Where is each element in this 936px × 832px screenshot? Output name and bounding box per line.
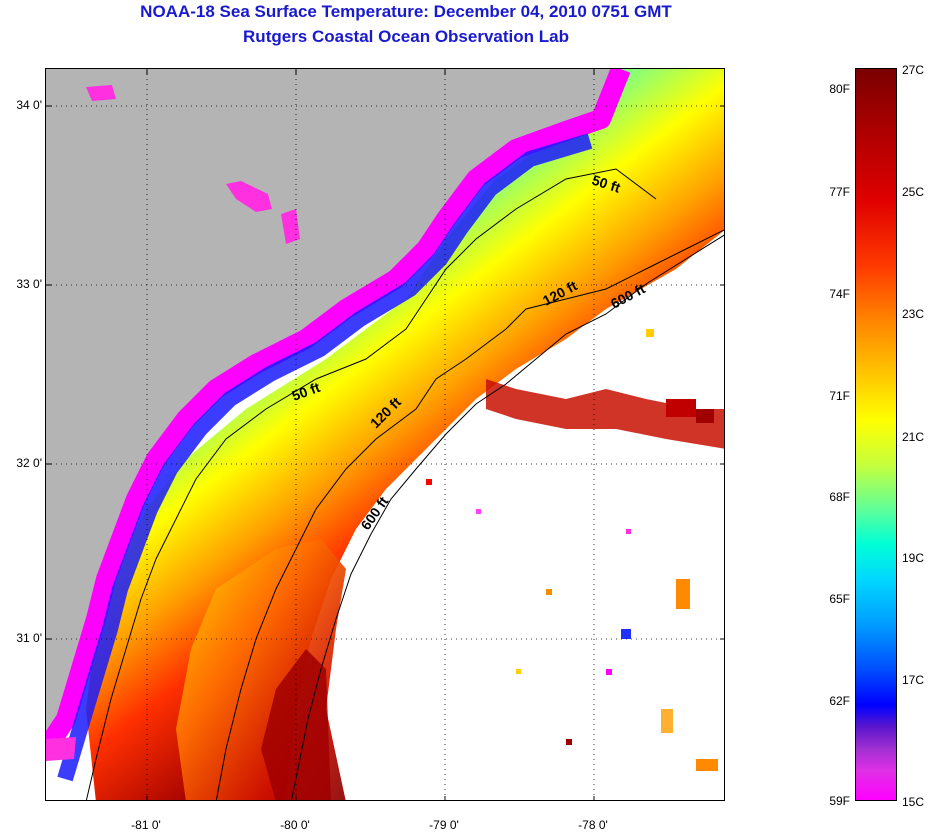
lon-label-78: -78 0': [578, 818, 608, 832]
colorbar-gradient: [855, 68, 897, 801]
colorbar-label-c: 15C: [902, 795, 925, 809]
lon-label-81: -81 0': [131, 818, 161, 832]
land-mass: [46, 69, 621, 749]
lat-label-32: 32 0': [16, 456, 42, 470]
frame-ticks: [46, 69, 724, 800]
contour-120ft: [215, 229, 724, 800]
sst-map-canvas: 50 ft 120 ft 600 ft 50 ft 120 ft 600 ft: [46, 69, 724, 800]
colorbar-label-f: 80F: [829, 82, 850, 96]
inland-lake: [281, 209, 300, 244]
colorbar-label-f: 68F: [829, 490, 850, 504]
colorbar-label-c: 25C: [902, 185, 925, 199]
depth-contours: [85, 168, 724, 800]
lat-label-34: 34 0': [16, 98, 42, 112]
colorbar-label-f: 62F: [829, 694, 850, 708]
colorbar-label-c: 27C: [902, 63, 925, 77]
inland-lake: [226, 181, 272, 212]
colorbar-label-f: 65F: [829, 592, 850, 606]
lon-label-80: -80 0': [280, 818, 310, 832]
lon-label-79: -79 0': [429, 818, 459, 832]
colorbar-label-c: 17C: [902, 673, 925, 687]
inland-lake: [86, 85, 116, 101]
map-title: NOAA-18 Sea Surface Temperature: Decembe…: [140, 2, 672, 21]
nearshore-blue-water: [57, 133, 593, 782]
graticule: [46, 69, 724, 800]
colorbar-label-f: 77F: [829, 185, 850, 199]
contour-50ft: [85, 168, 657, 800]
offshore-warm-patch: [486, 379, 724, 449]
inland-lake: [46, 737, 76, 761]
coastal-cold-water: [46, 69, 631, 755]
colorbar: [855, 68, 897, 801]
colorbar-label-f: 71F: [829, 389, 850, 403]
lat-label-33: 33 0': [16, 277, 42, 291]
colorbar-label-f: 59F: [829, 794, 850, 808]
colorbar-label-c: 21C: [902, 430, 925, 444]
colorbar-label-f: 74F: [829, 287, 850, 301]
colorbar-label-c: 19C: [902, 551, 925, 565]
colorbar-label-c: 23C: [902, 307, 925, 321]
lat-label-31: 31 0': [16, 631, 42, 645]
sst-map: 50 ft 120 ft 600 ft 50 ft 120 ft 600 ft: [45, 68, 725, 801]
scattered-noise-pixels: [426, 329, 718, 771]
map-subtitle: Rutgers Coastal Ocean Observation Lab: [243, 27, 569, 46]
contour-600ft: [290, 234, 724, 800]
